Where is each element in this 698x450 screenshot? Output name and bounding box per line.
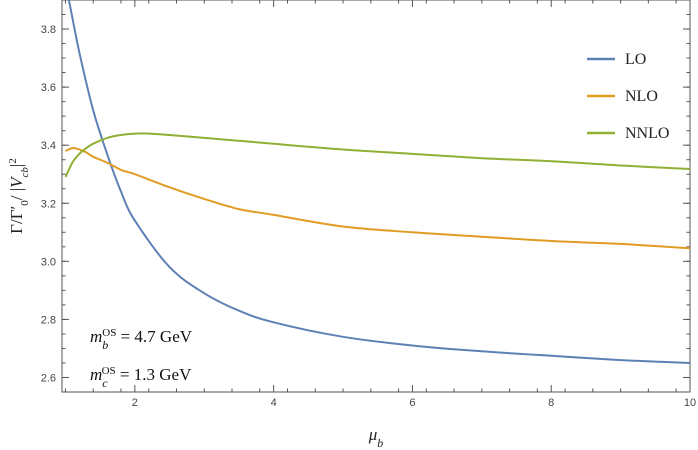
legend-label-nlo: NLO [625,88,658,105]
y-axis-label: Γ/Γ′0/ |Vcb|2 [7,158,31,234]
y-tick-label: 2.6 [41,372,56,384]
annotation-mc: mcOS = 1.3 GeV [90,365,192,390]
axis-ticks: 2 4 6 8 10 2.6 2.8 3.0 3.2 3.4 3.6 3.8 [41,0,696,409]
x-tick-label: 10 [684,397,696,409]
y-tick-label: 3.4 [41,140,56,152]
y-tick-label: 3.0 [41,256,56,268]
y-tick-label: 3.8 [41,24,56,36]
y-tick-label: 3.6 [41,82,56,94]
series-line-nnlo [64,132,690,178]
legend-label-lo: LO [625,51,646,68]
x-axis-label: μb [368,425,384,450]
x-tick-label: 4 [271,397,277,409]
x-tick-label: 6 [409,397,415,409]
svg-text:mbOS = 4.7 GeV: mbOS = 4.7 GeV [90,327,193,352]
y-tick-label: 3.2 [41,198,56,210]
svg-text:mcOS = 1.3 GeV: mcOS = 1.3 GeV [90,365,192,390]
annotation-mb: mbOS = 4.7 GeV [90,327,193,352]
legend-label-nnlo: NNLO [625,125,669,142]
series-line-nlo [65,147,690,250]
legend: LO NLO NNLO [587,51,669,142]
svg-text:μb: μb [368,425,384,450]
plot-frame [61,0,691,393]
svg-text:Γ/Γ′0/ |Vcb|2: Γ/Γ′0/ |Vcb|2 [7,158,31,234]
y-tick-label: 2.8 [41,314,56,326]
x-tick-label: 2 [132,397,138,409]
x-tick-label: 8 [548,397,554,409]
series-line-lo [67,0,690,364]
series-layer [64,0,690,364]
